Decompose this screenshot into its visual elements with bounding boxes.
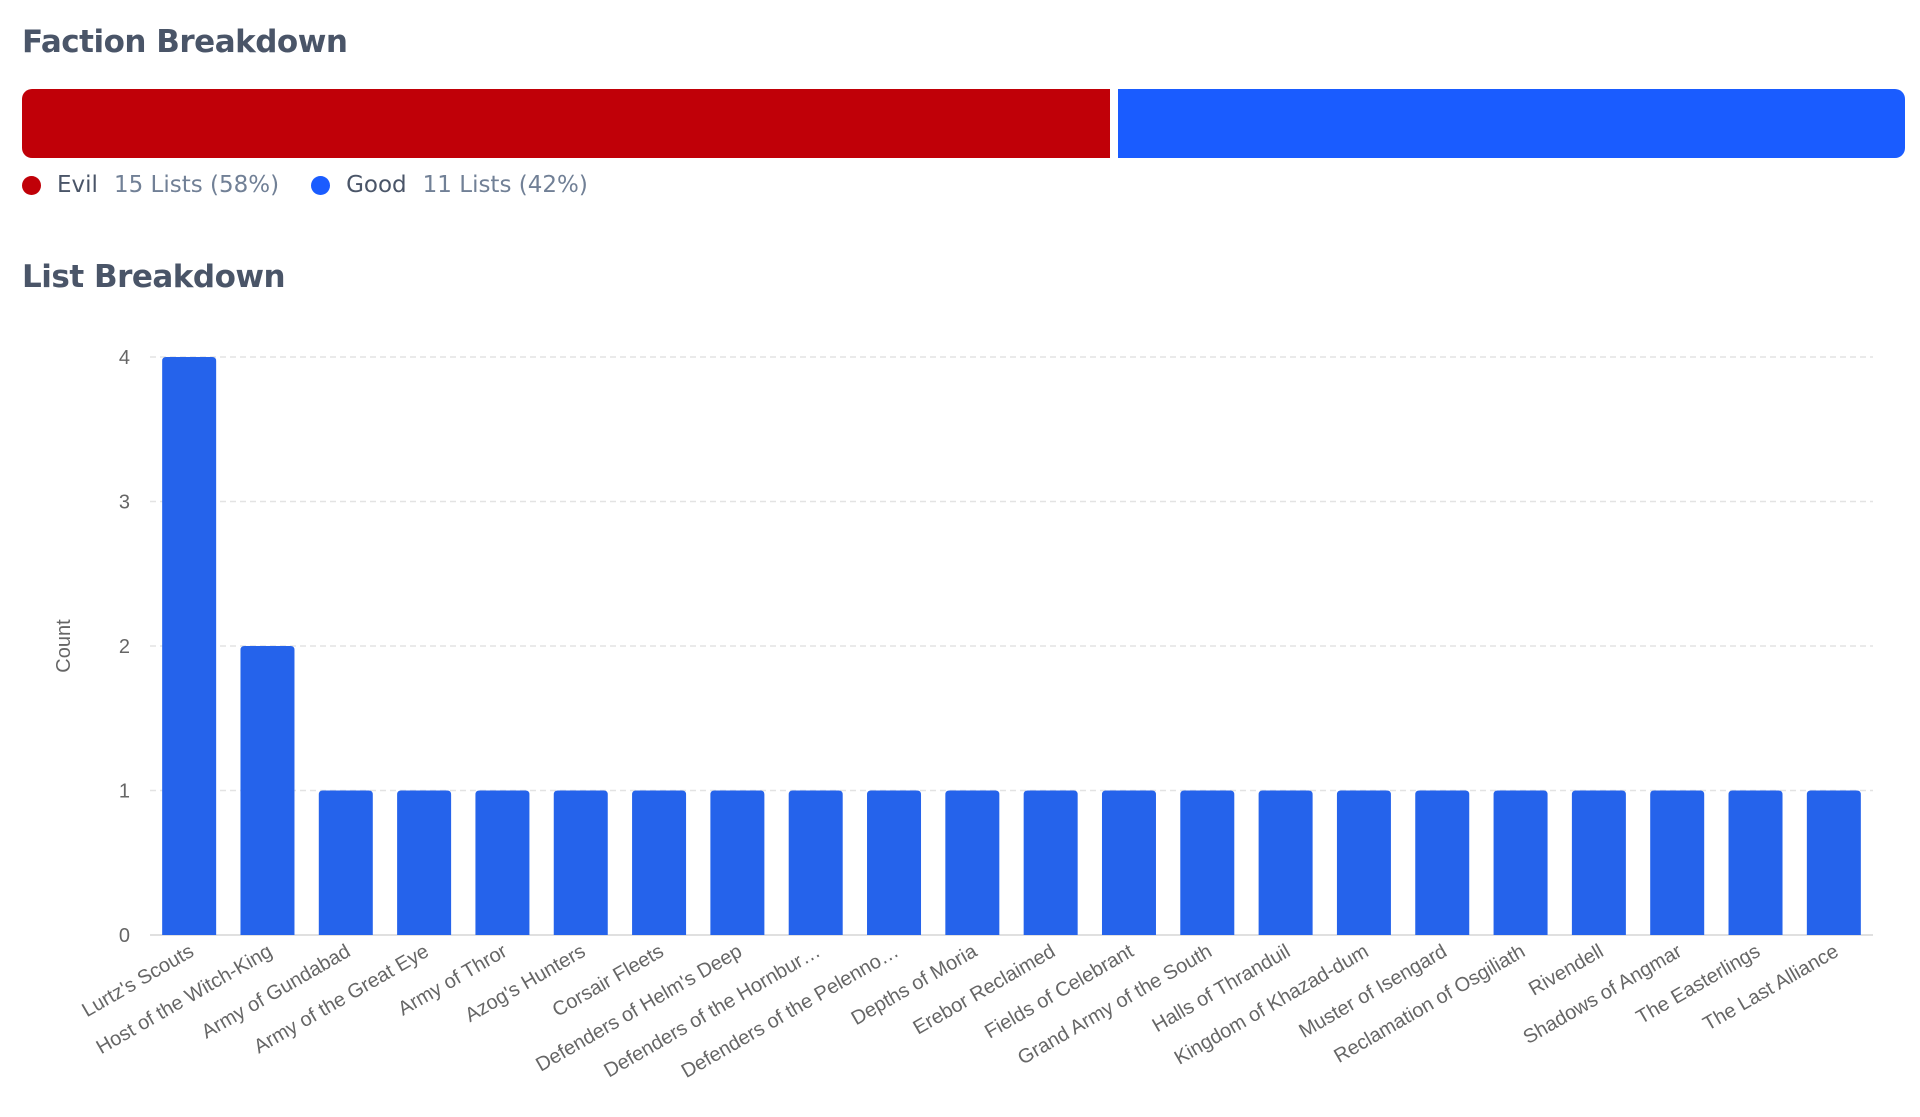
bar[interactable] <box>1650 790 1705 936</box>
bar[interactable] <box>632 790 687 936</box>
bar[interactable] <box>710 790 765 936</box>
legend-evil-value: 15 Lists (58%) <box>113 172 280 198</box>
bar[interactable] <box>162 357 217 935</box>
good-dot-icon <box>311 175 331 195</box>
y-tick-label: 4 <box>119 347 130 369</box>
bar[interactable] <box>1258 790 1313 936</box>
faction-breakdown-title: Faction Breakdown <box>22 24 348 60</box>
bar[interactable] <box>553 790 608 936</box>
x-tick-label: The Last Alliance <box>1699 940 1842 1035</box>
faction-legend: Evil 15 Lists (58%) Good 11 Lists (42%) <box>22 172 620 198</box>
legend-evil-label: Evil <box>57 172 98 198</box>
legend-good-value: 11 Lists (42%) <box>422 172 588 198</box>
bar[interactable] <box>318 790 373 936</box>
evil-dot-icon <box>22 175 41 195</box>
y-tick-label: 2 <box>119 636 130 658</box>
faction-bar <box>22 89 1905 158</box>
y-tick-label: 3 <box>119 492 130 514</box>
bar[interactable] <box>1180 790 1235 936</box>
bar[interactable] <box>240 646 295 935</box>
bar[interactable] <box>867 790 922 936</box>
list-breakdown-title: List Breakdown <box>22 259 286 295</box>
bar[interactable] <box>397 790 452 936</box>
faction-segment-good[interactable] <box>1117 89 1905 158</box>
bar[interactable] <box>1728 790 1783 936</box>
faction-segment-evil[interactable] <box>22 89 1110 158</box>
legend-good-label: Good <box>346 172 407 198</box>
bar[interactable] <box>1493 790 1548 936</box>
bar[interactable] <box>1101 790 1156 936</box>
bar[interactable] <box>1415 790 1470 936</box>
bar[interactable] <box>1023 790 1078 936</box>
bar[interactable] <box>1336 790 1391 936</box>
bar[interactable] <box>788 790 843 936</box>
y-tick-label: 1 <box>119 781 130 803</box>
y-tick-label: 0 <box>119 925 130 947</box>
bar[interactable] <box>475 790 530 936</box>
bar[interactable] <box>1806 790 1861 936</box>
bar[interactable] <box>1571 790 1626 936</box>
bar[interactable] <box>945 790 1000 936</box>
y-axis-label: Count <box>53 619 75 673</box>
